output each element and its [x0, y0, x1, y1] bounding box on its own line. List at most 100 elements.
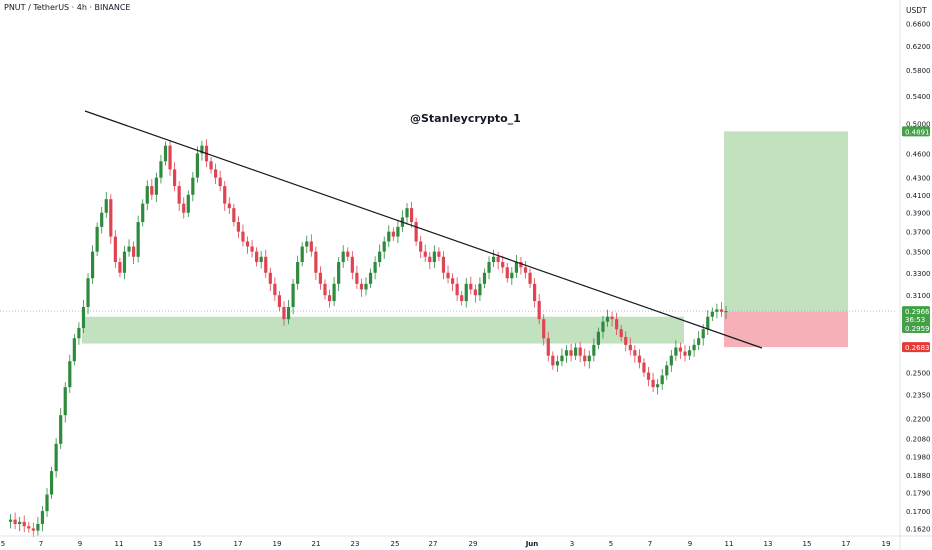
candle-body — [309, 241, 313, 252]
price-tick-label: 0.1620 — [906, 525, 931, 533]
candle-body — [13, 519, 17, 525]
candle-body — [514, 262, 518, 273]
candle-body — [136, 222, 140, 257]
candle-body — [236, 222, 241, 232]
candle-body — [551, 355, 555, 366]
price-tick-label: 0.3700 — [906, 229, 931, 237]
candle-body — [364, 283, 368, 290]
candle-body — [72, 338, 76, 362]
time-tick-label: 19 — [273, 540, 282, 548]
candle-body — [464, 283, 468, 302]
candle-body — [182, 203, 186, 213]
candle-body — [95, 226, 99, 252]
price-tick-label: 0.2500 — [906, 370, 931, 378]
candle-body — [36, 524, 40, 531]
candle-body — [282, 307, 286, 320]
time-tick-label: 27 — [429, 540, 438, 548]
take-profit-zone — [724, 131, 848, 312]
price-tick-label: 0.5400 — [906, 93, 931, 101]
time-tick-label: 15 — [193, 540, 202, 548]
candle-body — [250, 246, 254, 252]
price-tag-label-stop: 0.2683 — [905, 344, 930, 352]
candle-body — [437, 251, 441, 257]
candle-body — [487, 262, 491, 273]
candle-body — [646, 372, 651, 380]
candle-body — [223, 186, 227, 204]
candle-body — [701, 329, 705, 339]
price-tick-label: 0.3100 — [906, 292, 931, 300]
candle-body — [523, 267, 528, 273]
price-tick-label: 0.1700 — [906, 508, 931, 516]
candle-body — [491, 256, 496, 263]
stop-loss-zone — [724, 311, 848, 348]
price-tick-label: 0.4600 — [906, 150, 931, 158]
candle-body — [637, 355, 642, 363]
candle-body — [241, 231, 245, 242]
price-tick-label: 0.6600 — [906, 21, 931, 29]
candle-body — [59, 415, 63, 444]
candle-body — [715, 309, 719, 312]
time-tick-label: 7 — [39, 540, 43, 548]
candle-body — [45, 494, 49, 512]
candle-body — [537, 301, 541, 320]
candle-body — [300, 246, 304, 263]
price-tick-label: 0.2200 — [906, 415, 931, 423]
time-tick-label: 5 — [1, 540, 5, 548]
candle-body — [455, 283, 459, 296]
candle-body — [683, 351, 687, 356]
candle-body — [546, 338, 550, 356]
candle-body — [359, 283, 364, 290]
candle-body — [628, 344, 632, 351]
candle-body — [387, 231, 391, 242]
candle-body — [710, 311, 714, 317]
candle-body — [656, 384, 660, 388]
candle-body — [154, 177, 158, 195]
candle-body — [665, 365, 669, 376]
candle-body — [578, 347, 582, 356]
price-tick-label: 0.1980 — [906, 453, 931, 461]
candle-body — [346, 251, 350, 257]
candle-body — [63, 387, 67, 416]
candle-body — [669, 355, 673, 366]
time-tick-label: 21 — [312, 540, 321, 548]
price-tag-label-entry: 0.2959 — [905, 325, 930, 333]
price-tick-label: 0.2350 — [906, 392, 931, 400]
candle-body — [615, 319, 619, 330]
candle-body — [27, 526, 31, 529]
candle-body — [350, 256, 354, 273]
candle-body — [168, 145, 172, 170]
candle-body — [396, 226, 400, 237]
candle-body — [478, 283, 482, 296]
candle-body — [77, 327, 81, 339]
price-tag-label-current: 0.2966 — [905, 308, 930, 316]
candle-body — [706, 316, 710, 330]
candle-body — [323, 283, 327, 296]
candle-body — [305, 241, 309, 247]
candle-body — [592, 344, 596, 356]
price-tick-label: 0.1880 — [906, 472, 931, 480]
candle-body — [90, 251, 95, 279]
candle-body — [528, 272, 532, 284]
time-tick-label: 5 — [609, 540, 613, 548]
price-tag-current — [902, 306, 930, 317]
time-tick-label: 9 — [688, 540, 692, 548]
candle-body — [610, 316, 614, 320]
candle-body — [259, 256, 263, 263]
time-tick-label: 13 — [764, 540, 773, 548]
price-tick-label: 0.1790 — [906, 490, 931, 498]
candle-body — [519, 262, 523, 268]
candle-body — [678, 347, 683, 352]
candle-body — [273, 283, 277, 296]
time-tick-label: 19 — [882, 540, 891, 548]
candle-body — [368, 272, 373, 284]
candle-body — [450, 278, 455, 284]
price-tag-target — [902, 126, 930, 137]
candle-body — [432, 251, 436, 263]
candle-body — [697, 338, 701, 345]
price-axis-currency: USDT — [906, 6, 927, 15]
candle-body — [560, 355, 564, 362]
time-tick-label: 11 — [725, 540, 734, 548]
price-tick-label: 0.5800 — [906, 67, 931, 75]
